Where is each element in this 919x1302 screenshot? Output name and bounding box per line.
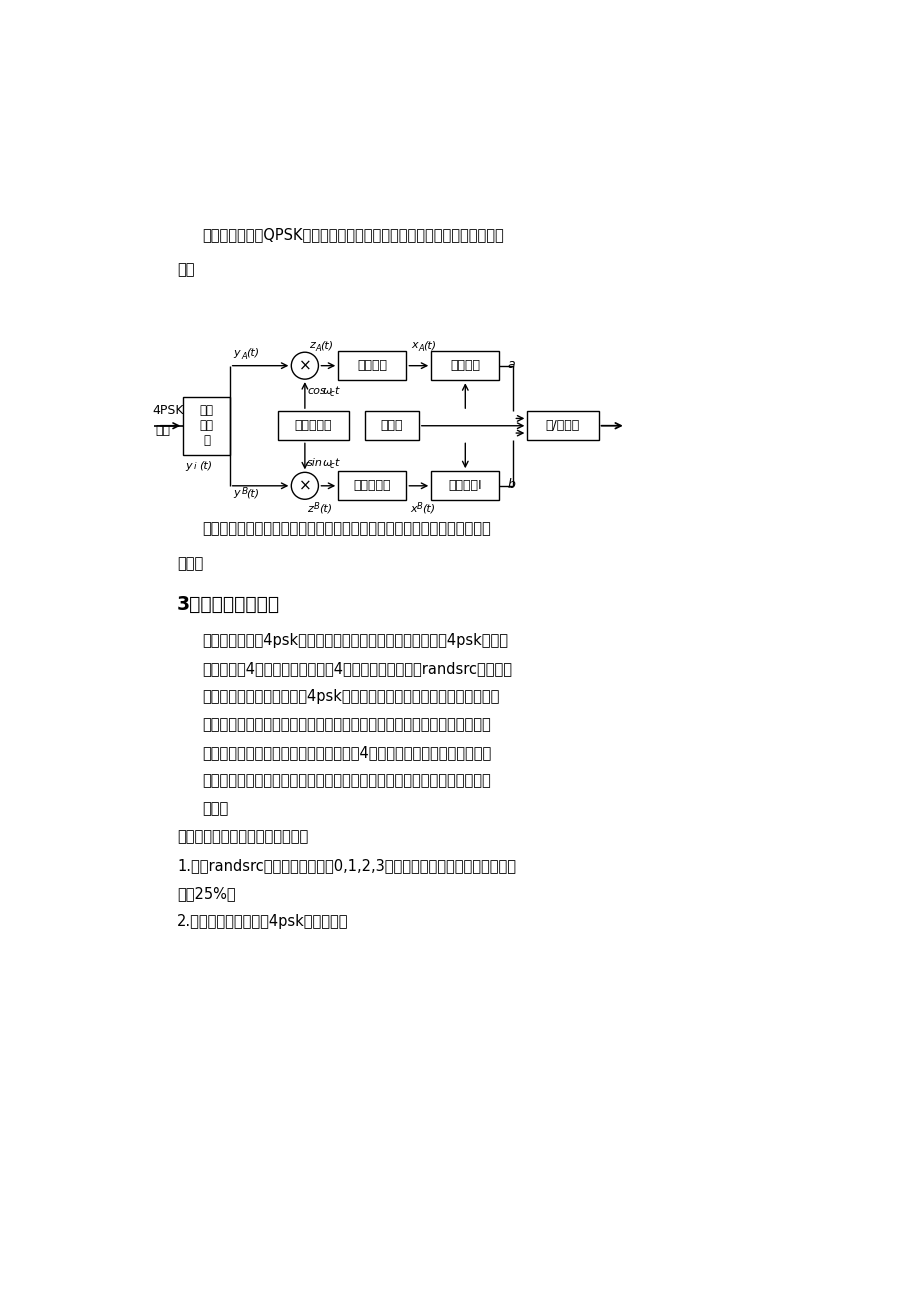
Text: x: x [411,340,417,350]
Text: 4PSK: 4PSK [152,404,184,417]
Text: ω: ω [323,458,332,469]
Text: y: y [186,461,192,471]
Text: sin: sin [307,458,323,469]
Text: ×: × [298,478,311,493]
Text: 3、设计与实现过程: 3、设计与实现过程 [176,595,279,615]
Text: 大小。: 大小。 [202,802,229,816]
Bar [338,471,406,500]
Text: A: A [241,352,247,361]
Text: 即如要产生4种不同的相位，需要4个不同的数字，通过randsrc函数来产: 即如要产生4种不同的相位，需要4个不同的数字，通过randsrc函数来产 [202,661,512,676]
Text: 本设计中主要包括如下几个模块：: 本设计中主要包括如下几个模块： [176,829,308,845]
Text: 调了。采用相干解调的解调方式，即产生4种不同相位的载波分别于接受到: 调了。采用相干解调的解调方式，即产生4种不同相位的载波分别于接受到 [202,745,492,760]
Text: 低通滤波: 低通滤波 [357,359,387,372]
Text: A: A [315,344,321,353]
Bar [527,411,598,440]
Text: b: b [506,478,515,491]
Text: (t): (t) [422,504,435,513]
Text: t: t [334,458,338,469]
Bar [431,352,499,380]
Text: 均为25%。: 均为25%。 [176,885,235,901]
Text: A: A [418,344,424,353]
Text: c: c [329,389,334,398]
Bar [338,352,406,380]
Text: 2.利用产生的数组进行4psk信号调制。: 2.利用产生的数组进行4psk信号调制。 [176,914,348,928]
Text: 抽样判决I: 抽样判决I [448,479,482,492]
Bar [278,411,348,440]
Text: 信号在莱斯信道中传输的效果。将产生的信号加入噪声信号后就可以进行解: 信号在莱斯信道中传输的效果。将产生的信号加入噪声信号后就可以进行解 [202,717,491,732]
Text: 如前所述的两种4psk信号产生方式，本文采用调相发来产生4psk信号。: 如前所述的两种4psk信号产生方式，本文采用调相发来产生4psk信号。 [202,633,508,648]
Text: (t): (t) [319,504,332,513]
Text: 正交载波源: 正交载波源 [294,419,332,432]
Text: B: B [417,503,423,510]
Text: 通过对判决后的码与一开始产生的码进行比较可以得错码数，从而可计算误: 通过对判决后的码与一开始产生的码进行比较可以得错码数，从而可计算误 [202,521,491,536]
Text: (t): (t) [245,348,259,358]
Text: 并/串变换: 并/串变换 [545,419,580,432]
Text: 1.利用randsrc函数产生一个包含0,1,2,3的数组，各数出线的概率相同，即: 1.利用randsrc函数产生一个包含0,1,2,3的数组，各数出线的概率相同，… [176,858,516,872]
Text: B: B [313,503,320,510]
Text: (t): (t) [245,488,259,499]
Text: z: z [307,504,312,513]
Text: cos: cos [307,385,325,396]
Text: 抽样判决: 抽样判决 [449,359,480,372]
Text: 带通
滤波
器: 带通 滤波 器 [199,404,213,448]
Text: ×: × [298,358,311,374]
Bar [183,397,230,454]
Text: 输入: 输入 [155,424,170,437]
Bar [364,411,418,440]
Text: 生。随后进行调制，得到的4psk信号与产生的莱斯信道因子相乘即可得到: 生。随后进行调制，得到的4psk信号与产生的莱斯信道因子相乘即可得到 [202,689,499,704]
Text: 位定时: 位定时 [380,419,403,432]
Text: (t): (t) [423,340,437,350]
Text: (t): (t) [320,340,334,350]
Bar [431,471,499,500]
Text: c: c [329,461,334,470]
Text: a: a [506,358,515,371]
Text: 经过莱斯衰落的QPSK信号在接收端进行解调，才用相干解调，解调框图如: 经过莱斯衰落的QPSK信号在接收端进行解调，才用相干解调，解调框图如 [202,227,504,242]
Text: B: B [241,487,247,496]
Text: 低通滤波器: 低通滤波器 [353,479,391,492]
Text: ω: ω [323,387,332,397]
Text: i: i [193,462,196,471]
Text: (t): (t) [199,461,211,471]
Text: y: y [233,348,240,358]
Text: 码率。: 码率。 [176,556,203,570]
Text: y: y [233,488,240,499]
Text: 的信号进行相乘，将产生的各结果进行判决，从而最终可以计算出误码率的: 的信号进行相乘，将产生的各结果进行判决，从而最终可以计算出误码率的 [202,773,491,789]
Text: 下：: 下： [176,262,194,277]
Text: x: x [410,504,416,513]
Text: t: t [334,385,338,396]
Text: z: z [309,340,314,350]
